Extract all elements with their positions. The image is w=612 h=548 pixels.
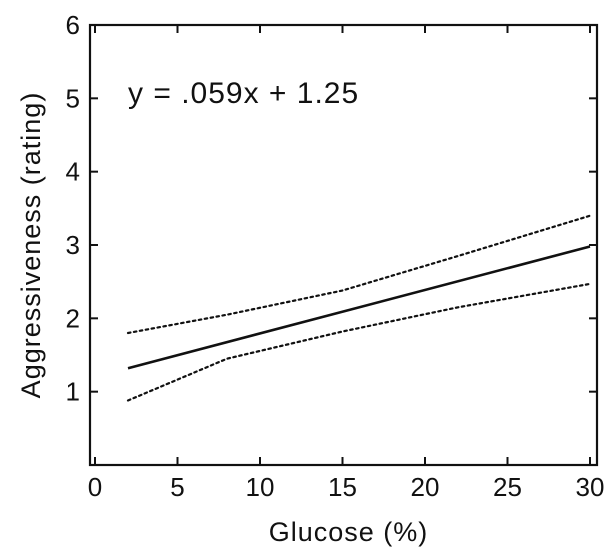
x-tick-label: 30 [576, 472, 605, 502]
series-layer [126, 214, 592, 402]
x-tick-label: 25 [493, 472, 522, 502]
x-tick-label: 20 [411, 472, 440, 502]
x-axis-title: Glucose (%) [269, 517, 429, 547]
regression-line [127, 245, 591, 370]
regression-equation: y = .059x + 1.25 [128, 77, 359, 110]
lower-confidence-line [126, 282, 592, 402]
plot-axes: 0 5 10 15 20 25 30 1 2 3 4 5 6 [66, 10, 605, 502]
x-tick-label: 0 [88, 472, 102, 502]
upper-confidence-line [126, 214, 592, 335]
x-tick-label: 15 [328, 472, 357, 502]
y-axis-title: Aggressiveness (rating) [16, 92, 46, 399]
y-tick-label: 4 [66, 157, 80, 187]
y-tick-label: 5 [66, 83, 80, 113]
y-tick-label: 2 [66, 303, 80, 333]
x-tick-label: 5 [170, 472, 184, 502]
chart-labels: y = .059x + 1.25 Glucose (%) Aggressiven… [16, 77, 429, 547]
y-tick-label: 1 [66, 377, 80, 407]
y-tick-label: 6 [66, 10, 80, 40]
y-tick-label: 3 [66, 230, 80, 260]
x-tick-label: 10 [246, 472, 275, 502]
